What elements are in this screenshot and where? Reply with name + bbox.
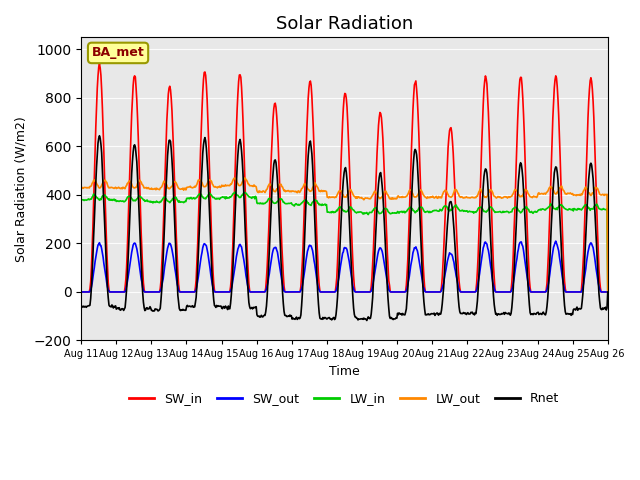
LW_in [424,209,432,215]
Y-axis label: Solar Radiation (W/m2): Solar Radiation (W/m2) [15,116,28,262]
Rnet [223,305,231,311]
LW_in [231,189,239,195]
Rnet [363,318,371,324]
Rnet [142,307,150,313]
Line: SW_in: SW_in [81,64,608,292]
SW_in [87,279,95,285]
Rnet [87,296,95,301]
SW_out [222,289,230,295]
SW_in [409,107,417,113]
SW_out [552,238,559,244]
LW_in [409,207,417,213]
Line: SW_out: SW_out [81,241,608,292]
SW_in [142,289,150,295]
Text: BA_met: BA_met [92,47,145,60]
LW_out [222,183,230,189]
SW_in [195,197,203,203]
SW_in [95,61,103,67]
SW_out [77,289,85,295]
LW_out [424,195,432,201]
X-axis label: Time: Time [329,365,360,378]
Rnet [410,156,417,162]
SW_out [424,289,431,295]
Title: Solar Radiation: Solar Radiation [276,15,413,33]
Line: LW_in: LW_in [81,192,608,292]
Rnet [604,289,612,295]
LW_out [77,185,85,191]
Line: LW_out: LW_out [81,178,608,292]
SW_in [424,289,432,295]
Rnet [77,303,85,309]
LW_in [141,199,148,204]
Rnet [425,312,433,318]
SW_out [141,289,148,295]
LW_in [195,192,202,198]
LW_out [87,183,95,189]
SW_in [223,289,231,295]
SW_out [87,287,95,292]
LW_out [241,175,249,181]
LW_in [222,194,230,200]
LW_in [77,197,85,203]
Rnet [95,133,103,139]
LW_out [604,289,612,295]
LW_out [195,177,202,183]
Line: Rnet: Rnet [81,136,608,321]
LW_out [141,185,148,191]
LW_out [409,191,417,197]
Rnet [195,234,203,240]
LW_in [604,289,612,295]
SW_out [195,274,202,280]
SW_in [604,289,612,295]
SW_in [77,289,85,295]
SW_out [408,255,416,261]
LW_in [87,196,95,202]
SW_out [604,289,612,295]
Legend: SW_in, SW_out, LW_in, LW_out, Rnet: SW_in, SW_out, LW_in, LW_out, Rnet [124,387,564,410]
